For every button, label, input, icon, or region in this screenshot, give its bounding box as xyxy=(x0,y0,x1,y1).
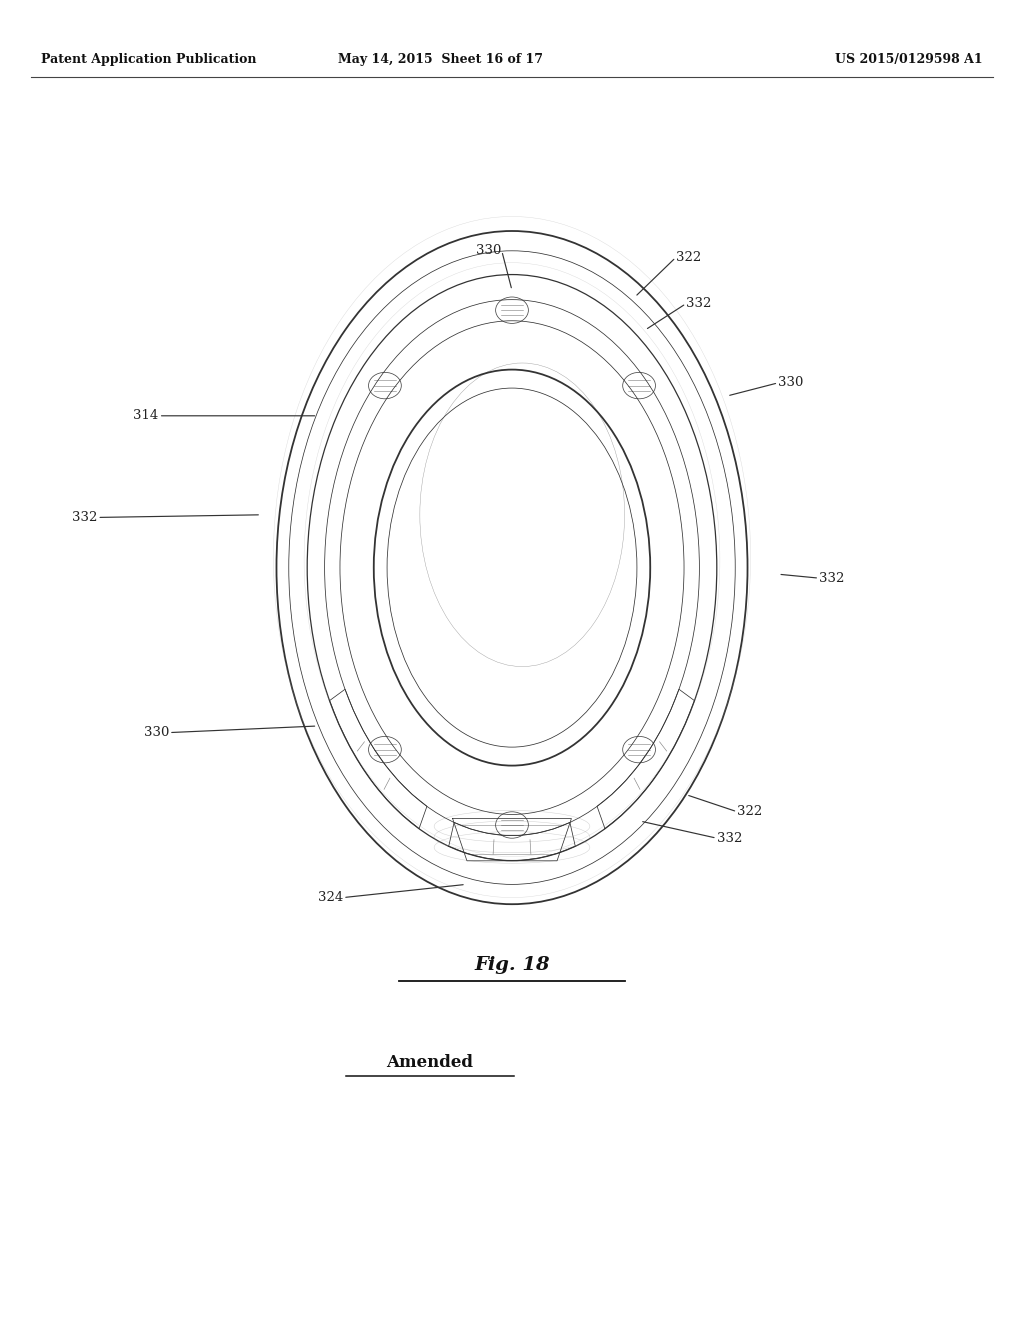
Text: Amended: Amended xyxy=(387,1055,473,1071)
Text: 332: 332 xyxy=(686,297,712,310)
Text: 314: 314 xyxy=(133,409,159,422)
Text: 330: 330 xyxy=(778,376,804,389)
Text: 330: 330 xyxy=(476,244,502,257)
Text: 330: 330 xyxy=(143,726,169,739)
Text: 324: 324 xyxy=(317,891,343,904)
Text: 322: 322 xyxy=(737,805,763,818)
Text: 332: 332 xyxy=(717,832,742,845)
Text: Patent Application Publication: Patent Application Publication xyxy=(41,53,256,66)
Text: US 2015/0129598 A1: US 2015/0129598 A1 xyxy=(836,53,983,66)
Text: Fig. 18: Fig. 18 xyxy=(474,956,550,974)
Text: 332: 332 xyxy=(819,572,845,585)
Text: May 14, 2015  Sheet 16 of 17: May 14, 2015 Sheet 16 of 17 xyxy=(338,53,543,66)
Text: 322: 322 xyxy=(676,251,701,264)
Text: 332: 332 xyxy=(72,511,97,524)
